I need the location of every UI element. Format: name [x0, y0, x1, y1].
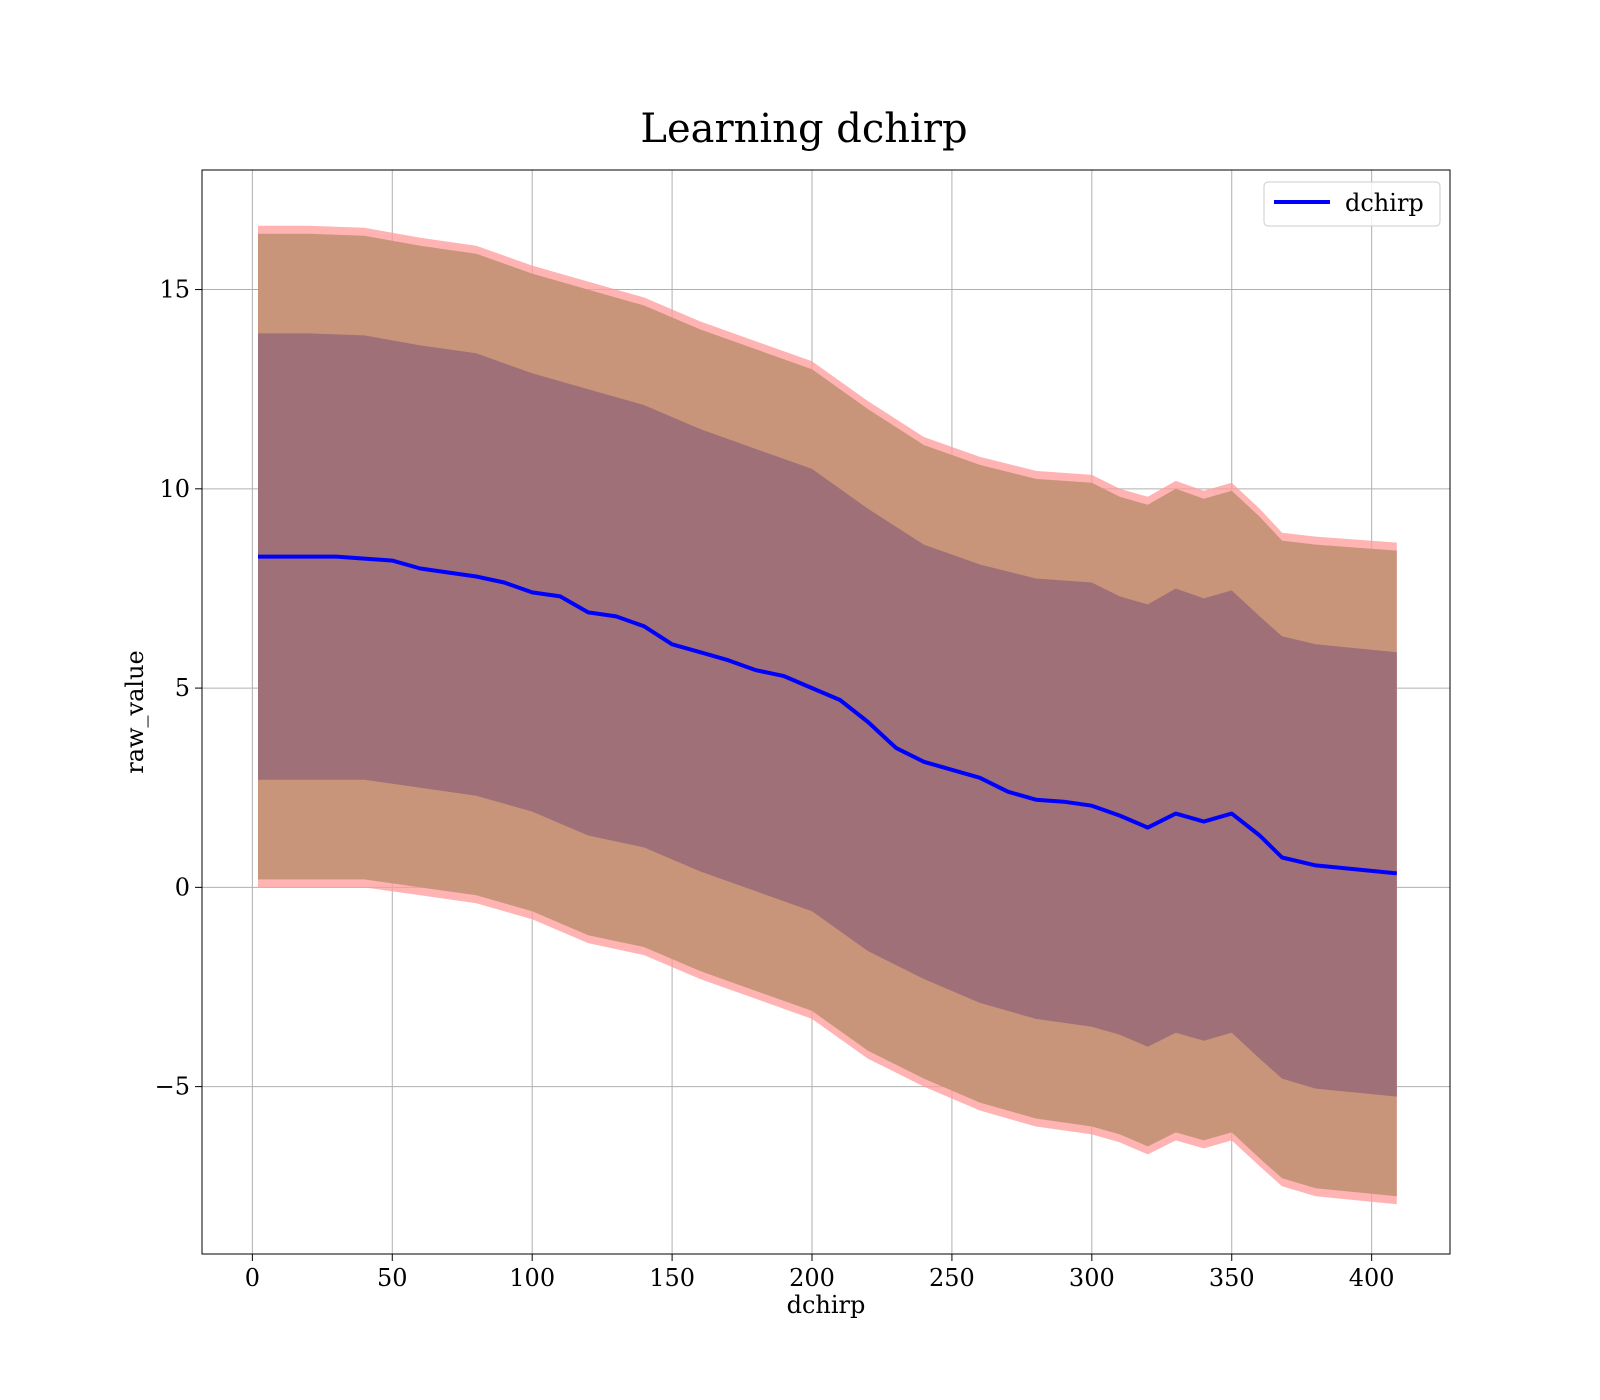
- y-tick-label: 15: [159, 276, 190, 304]
- plot-frame: [201, 169, 1451, 1255]
- legend-box: [1263, 181, 1441, 227]
- band-layer: [258, 225, 1397, 1205]
- x-tick-label: 350: [1209, 1264, 1255, 1292]
- y-tick-label: 0: [175, 873, 190, 901]
- legend: dchirp: [1263, 181, 1441, 227]
- x-tick-label: 100: [509, 1264, 555, 1292]
- y-tick-label: 5: [175, 674, 190, 702]
- x-tick-label: 300: [1069, 1264, 1115, 1292]
- band-inner: [258, 333, 1397, 1097]
- chart-title: Learning dchirp: [640, 106, 967, 152]
- series-line-dchirp: [258, 554, 1397, 876]
- x-tick-label: 50: [377, 1264, 408, 1292]
- line-layer: [258, 554, 1397, 876]
- legend-label-dchirp: dchirp: [1345, 189, 1424, 217]
- y-tick-label: −5: [155, 1073, 190, 1101]
- y-axis-label: raw_value: [121, 650, 149, 774]
- tick-layer: 0 50 100 150 200 250 300 350 400 −5 0 5 10 15: [155, 276, 1395, 1292]
- x-tick-label: 400: [1349, 1264, 1395, 1292]
- x-tick-label: 250: [929, 1264, 975, 1292]
- x-tick-label: 150: [649, 1264, 695, 1292]
- x-axis-label: dchirp: [787, 1291, 866, 1319]
- y-tick-label: 10: [159, 475, 190, 503]
- x-tick-label: 200: [789, 1264, 835, 1292]
- x-tick-label: 0: [245, 1264, 260, 1292]
